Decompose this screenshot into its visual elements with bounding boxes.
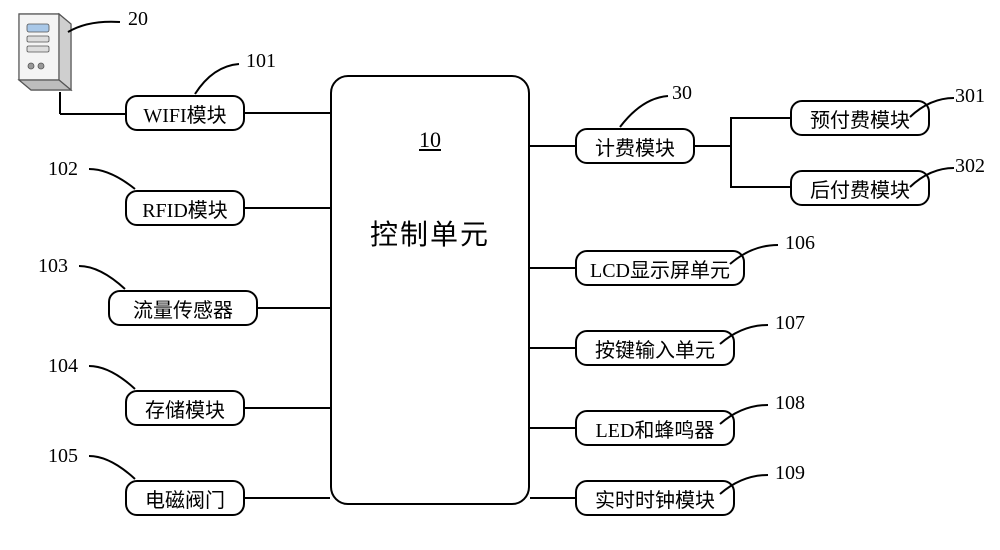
label-server-id: 20 bbox=[128, 8, 148, 31]
node-prepaid: 预付费模块 bbox=[790, 100, 930, 136]
leader-103 bbox=[75, 262, 130, 299]
node-label: 电磁阀门 bbox=[145, 484, 225, 513]
node-flow-sensor: 流量传感器 bbox=[108, 290, 258, 326]
conn-billing-bot bbox=[730, 186, 790, 188]
leader-107 bbox=[720, 322, 775, 355]
label-301: 301 bbox=[955, 85, 985, 108]
control-unit-id: 10 bbox=[419, 127, 441, 153]
leader-30 bbox=[620, 92, 675, 135]
label-102: 102 bbox=[48, 158, 78, 181]
conn-center-rtc bbox=[530, 497, 575, 499]
node-label: 存储模块 bbox=[145, 394, 225, 423]
leader-106 bbox=[730, 242, 785, 275]
conn-storage-center bbox=[245, 407, 330, 409]
control-unit-box: 10 控制单元 bbox=[330, 75, 530, 505]
label-104: 104 bbox=[48, 355, 78, 378]
label-101: 101 bbox=[246, 50, 276, 73]
node-label: LCD显示屏单元 bbox=[590, 254, 730, 283]
conn-flow-center bbox=[258, 307, 330, 309]
conn-wifi-center bbox=[245, 112, 330, 114]
label-302: 302 bbox=[955, 155, 985, 178]
node-label: 流量传感器 bbox=[133, 294, 233, 323]
leader-109 bbox=[720, 472, 775, 505]
label-103: 103 bbox=[38, 255, 68, 278]
conn-center-lcd bbox=[530, 267, 575, 269]
conn-billing-vert bbox=[730, 117, 732, 188]
node-valve: 电磁阀门 bbox=[125, 480, 245, 516]
leader-108 bbox=[720, 402, 775, 435]
node-label: RFID模块 bbox=[142, 194, 228, 223]
label-30: 30 bbox=[672, 82, 692, 105]
conn-server-v bbox=[59, 92, 61, 114]
node-storage: 存储模块 bbox=[125, 390, 245, 426]
node-label: 预付费模块 bbox=[810, 104, 910, 133]
conn-center-billing bbox=[530, 145, 575, 147]
conn-server-h bbox=[60, 113, 125, 115]
label-108: 108 bbox=[775, 392, 805, 415]
conn-center-led bbox=[530, 427, 575, 429]
label-107: 107 bbox=[775, 312, 805, 335]
node-rtc: 实时时钟模块 bbox=[575, 480, 735, 516]
control-unit-label: 控制单元 bbox=[370, 213, 490, 253]
leader-server bbox=[68, 18, 128, 41]
node-label: 实时时钟模块 bbox=[595, 484, 715, 513]
conn-rfid-center bbox=[245, 207, 330, 209]
node-led-buzzer: LED和蜂鸣器 bbox=[575, 410, 735, 446]
node-rfid: RFID模块 bbox=[125, 190, 245, 226]
conn-valve-center bbox=[245, 497, 330, 499]
conn-billing-stub bbox=[695, 145, 730, 147]
node-lcd: LCD显示屏单元 bbox=[575, 250, 745, 286]
node-label: LED和蜂鸣器 bbox=[596, 414, 715, 443]
label-106: 106 bbox=[785, 232, 815, 255]
leader-101 bbox=[195, 60, 245, 103]
node-keypad: 按键输入单元 bbox=[575, 330, 735, 366]
node-label: 计费模块 bbox=[595, 132, 675, 161]
node-postpaid: 后付费模块 bbox=[790, 170, 930, 206]
leader-102 bbox=[85, 165, 140, 200]
server-icon bbox=[5, 2, 85, 97]
leader-301 bbox=[910, 95, 960, 128]
label-109: 109 bbox=[775, 462, 805, 485]
label-105: 105 bbox=[48, 445, 78, 468]
conn-center-keypad bbox=[530, 347, 575, 349]
leader-104 bbox=[85, 362, 140, 399]
node-label: 按键输入单元 bbox=[595, 334, 715, 363]
leader-105 bbox=[85, 452, 140, 489]
leader-302 bbox=[910, 165, 960, 198]
node-label: 后付费模块 bbox=[810, 174, 910, 203]
conn-billing-top bbox=[730, 117, 790, 119]
